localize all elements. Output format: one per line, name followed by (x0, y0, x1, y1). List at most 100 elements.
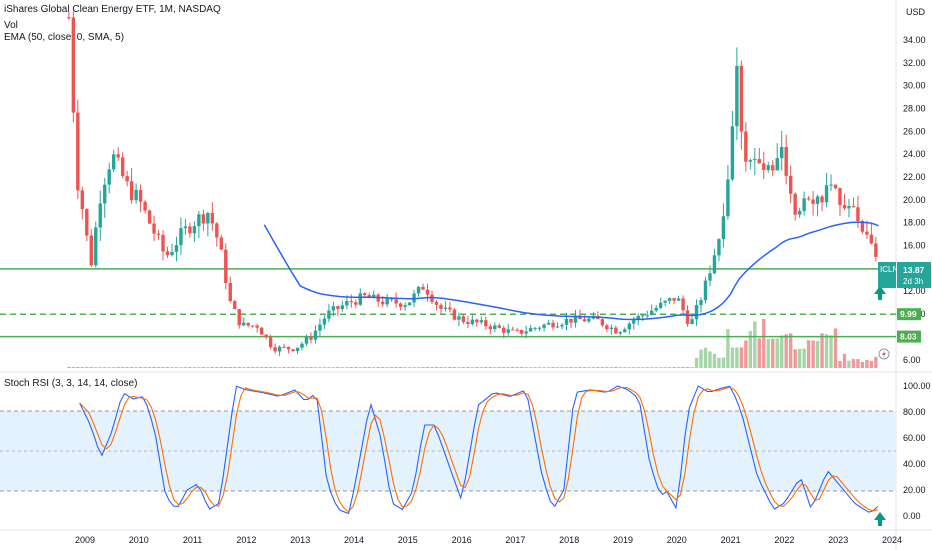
time-tick-label: 2010 (129, 535, 149, 545)
volume-bar (645, 367, 649, 368)
candle (206, 211, 210, 237)
candle (125, 170, 129, 187)
candle (820, 194, 824, 212)
candle (183, 218, 188, 235)
volume-bar (358, 367, 362, 368)
volume-bar (842, 353, 847, 368)
candle (385, 294, 389, 308)
volume-bar (188, 367, 192, 368)
volume-bar (147, 367, 152, 368)
volume-bar (219, 367, 223, 368)
volume-bar (340, 367, 345, 368)
volume-bar (407, 367, 412, 368)
time-tick-label: 2016 (452, 535, 472, 545)
volume-bar (250, 367, 255, 368)
level-tag: 8.03 (897, 330, 921, 343)
candle (439, 303, 443, 314)
stoch-d-line (79, 386, 878, 513)
volume-bar (721, 357, 726, 368)
volume-bar (201, 367, 206, 368)
last-price-tag: ICLN 13.87 2d 3h (878, 262, 931, 288)
price-tick-label: 30.00 (903, 81, 926, 91)
volume-bar (309, 367, 313, 368)
candle (246, 322, 250, 328)
time-tick-label: 2023 (828, 535, 848, 545)
candle (560, 322, 564, 330)
volume-bar (658, 367, 663, 368)
candle (784, 134, 788, 185)
volume-bar (336, 367, 340, 368)
candle (667, 297, 672, 304)
volume-bar (757, 338, 761, 368)
volume-bar (685, 367, 690, 368)
candle (771, 160, 775, 177)
candle (170, 243, 174, 257)
volume-bar (573, 367, 578, 368)
candle (694, 299, 699, 326)
time-tick-label: 2024 (882, 535, 902, 545)
volume-bar (475, 367, 479, 368)
volume-bar (578, 367, 582, 368)
candle (273, 343, 277, 354)
price-tick-label: 6.00 (903, 355, 921, 365)
candle (304, 334, 309, 346)
volume-bar (851, 358, 856, 368)
volume-bar (161, 367, 165, 368)
volume-bar (152, 367, 156, 368)
candle (309, 332, 313, 344)
volume-bar (806, 340, 811, 368)
candle (847, 198, 851, 218)
volume-bar (67, 367, 71, 368)
time-tick-label: 2022 (774, 535, 794, 545)
candle (730, 110, 735, 182)
candle (452, 308, 457, 321)
volume-bar (735, 347, 739, 368)
volume-bar (506, 367, 510, 368)
volume-bar (708, 351, 712, 368)
volume-bar (717, 357, 721, 368)
candle (542, 323, 546, 332)
candle (524, 325, 528, 339)
volume-bar (165, 367, 170, 368)
volume-bar (224, 367, 228, 368)
volume-bar (80, 367, 85, 368)
countdown-label: 2d 3h (903, 277, 923, 286)
candle (336, 305, 340, 316)
price-tick-label: 34.00 (903, 35, 926, 45)
volume-bar (107, 367, 111, 368)
candle (632, 316, 636, 330)
volume-bar (524, 367, 528, 368)
candle (865, 220, 869, 239)
volume-bar (533, 367, 537, 368)
volume-bar (641, 367, 645, 368)
candle (735, 47, 739, 141)
volume-bar (663, 367, 667, 368)
volume-bar (206, 367, 210, 368)
volume-bar (519, 367, 524, 368)
candle (811, 191, 815, 216)
volume-bar (210, 367, 215, 368)
volume-bar (609, 367, 614, 368)
candle (721, 203, 726, 248)
volume-bar (277, 367, 282, 368)
chart-title: iShares Global Clean Energy ETF, 1M, NAS… (4, 4, 221, 15)
volume-bar (605, 367, 609, 368)
currency-label[interactable]: USD (906, 7, 926, 17)
flash-icon[interactable] (878, 348, 890, 360)
volume-bar (376, 367, 380, 368)
candle (282, 343, 286, 349)
horizontal-levels[interactable] (0, 268, 896, 338)
candle (833, 184, 838, 190)
volume-bar (820, 333, 824, 368)
candle (748, 158, 753, 170)
candle (537, 326, 542, 332)
candle (753, 147, 757, 176)
volume-bar (815, 340, 820, 368)
candle (484, 316, 488, 330)
candle (649, 304, 654, 316)
candle (147, 209, 152, 225)
volume-bar (300, 367, 304, 368)
volume-bar (694, 357, 699, 368)
candle (806, 196, 811, 201)
